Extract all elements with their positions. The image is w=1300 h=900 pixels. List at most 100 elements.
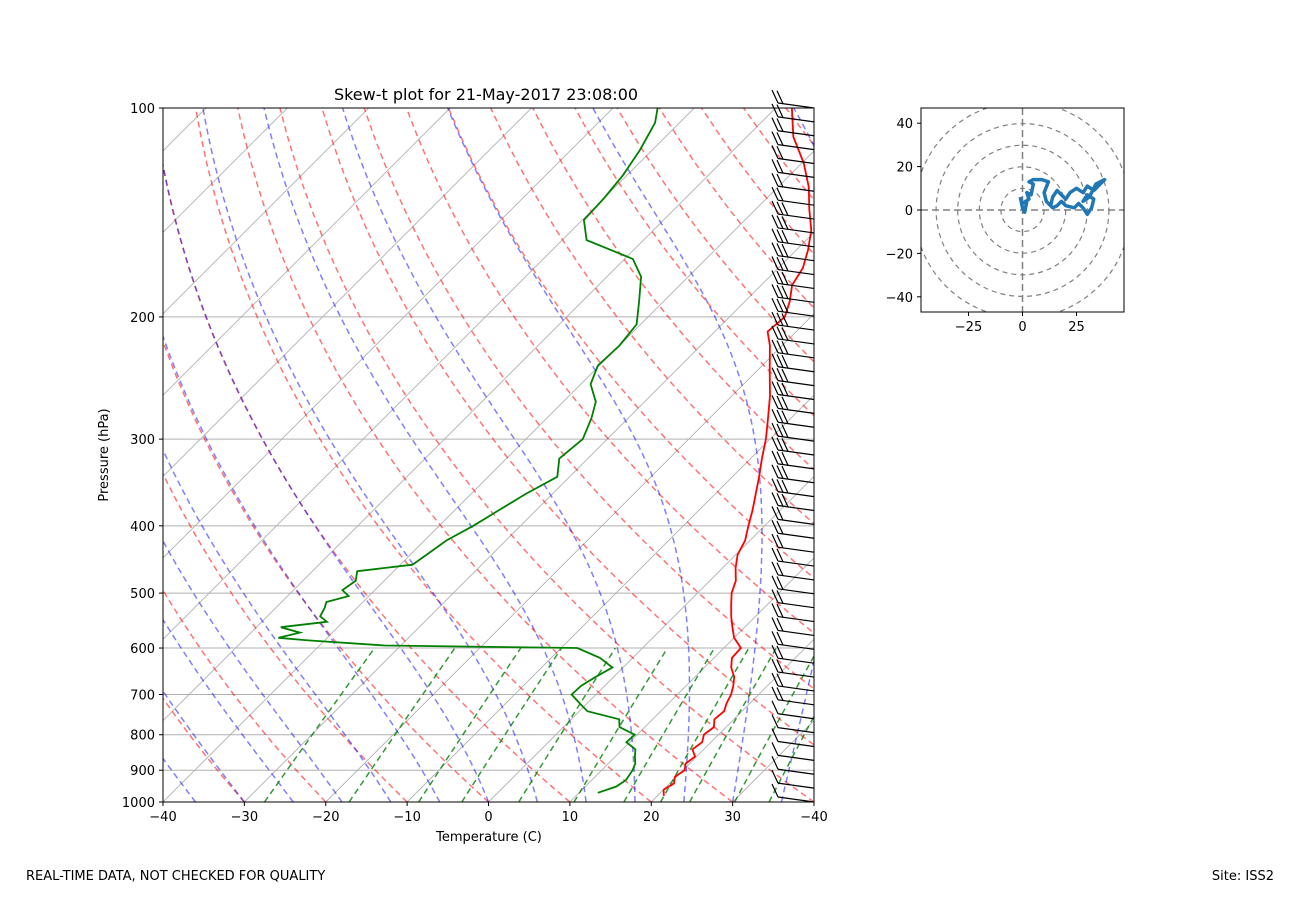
wind-barb-flag <box>781 299 789 313</box>
wind-barb-flag <box>771 533 779 548</box>
wind-barb-flag <box>776 215 784 229</box>
dry-adiabat <box>447 108 814 580</box>
wind-barb-flag <box>771 589 779 603</box>
wind-barb <box>771 367 815 387</box>
isotherm-line <box>569 557 814 802</box>
wind-barb-flag <box>771 173 779 187</box>
wind-barb-flag <box>771 284 779 298</box>
moist-adiabat <box>341 108 636 802</box>
wind-barb-flag <box>771 242 779 256</box>
wind-barb-staff <box>777 727 815 734</box>
wind-barb-flag <box>776 368 784 382</box>
wind-barb-staff <box>777 380 815 387</box>
wind-barb-flag <box>776 631 784 646</box>
wind-barb <box>771 228 815 248</box>
wind-barb-flag <box>771 117 779 132</box>
isotherm-line <box>813 801 814 802</box>
wind-barb-staff <box>777 227 815 234</box>
wind-barb <box>771 672 815 692</box>
wind-barb-flag <box>776 562 784 576</box>
wind-barb-flag <box>776 645 784 660</box>
wind-barb-staff <box>777 393 815 401</box>
dry-adiabat <box>785 108 814 147</box>
wind-barb-staff <box>777 629 815 637</box>
wind-barb-flag <box>776 576 784 590</box>
wind-barb-flag <box>771 297 779 312</box>
x-tick-label: −30 <box>231 810 258 825</box>
isotherm-line <box>406 394 814 802</box>
wind-barb-flag <box>771 769 779 784</box>
wind-barb-flag <box>781 465 789 480</box>
wind-barb <box>771 533 815 553</box>
hodograph-trace <box>1018 177 1107 217</box>
wind-barb-flag <box>776 673 784 687</box>
quality-disclaimer: REAL-TIME DATA, NOT CHECKED FOR QUALITY <box>26 869 326 884</box>
wind-barb-flag <box>776 409 784 424</box>
site-label: Site: ISS2 <box>1211 869 1274 884</box>
wind-barb-flag <box>771 603 779 617</box>
wind-barb-flag <box>776 201 784 215</box>
wind-barb <box>771 284 815 303</box>
wind-barb-flag <box>771 367 779 381</box>
wind-barb-staff <box>777 338 815 345</box>
wind-barb-flag <box>771 159 779 173</box>
wind-barb-flag <box>771 214 779 229</box>
wind-barb-flag <box>776 354 784 368</box>
wind-barb <box>771 89 815 109</box>
wind-barb-staff <box>777 407 815 414</box>
wind-barb <box>771 589 815 609</box>
wind-barb-flag <box>771 270 779 284</box>
wind-barb-flag <box>776 479 784 493</box>
isotherm-line <box>163 108 370 315</box>
dry-adiabat <box>194 108 652 802</box>
wind-barb-flag <box>771 547 779 562</box>
dry-adiabat <box>574 108 814 417</box>
wind-barb-flag <box>771 103 779 118</box>
wind-barb <box>771 186 815 206</box>
wind-barb-flag <box>781 313 789 327</box>
wind-barb-staff <box>777 199 815 206</box>
wind-barb-flag <box>771 617 779 631</box>
hodograph-x-tick-label: 0 <box>1018 320 1026 335</box>
hodograph-y-tick-label: 0 <box>905 204 913 219</box>
wind-barb-flag <box>776 423 784 438</box>
wind-barb-staff <box>777 435 815 442</box>
wind-barb-flag <box>781 354 789 369</box>
wind-barb-flag <box>776 340 784 354</box>
mixing-ratio-line <box>461 647 563 802</box>
moist-adiabat <box>163 448 392 802</box>
wind-barb-staff <box>777 560 815 567</box>
wind-barb-flag <box>776 465 784 479</box>
wind-barb-flag <box>771 644 779 659</box>
temperature-profile <box>662 108 813 796</box>
wind-barb <box>771 617 815 637</box>
wind-barb-flag <box>776 173 784 188</box>
wind-barb <box>771 783 815 803</box>
wind-barb-staff <box>777 546 815 553</box>
wind-barb-flag <box>781 410 789 424</box>
wind-barb <box>771 159 815 178</box>
moist-adiabat <box>163 160 490 802</box>
isotherm-line <box>732 719 814 802</box>
y-tick-label: 800 <box>130 729 155 744</box>
wind-barb-flag <box>776 604 784 618</box>
dry-adiabat <box>163 588 327 802</box>
isotherm-line <box>650 638 814 802</box>
dry-adiabat <box>236 108 734 802</box>
wind-barb-flag <box>776 437 784 451</box>
wind-barb <box>771 422 815 442</box>
wind-barb-flag <box>771 145 779 159</box>
wind-barb-staff <box>777 449 815 456</box>
wind-barb-staff <box>777 116 815 123</box>
wind-barb-staff <box>777 796 815 803</box>
wind-barb-flag <box>771 631 779 645</box>
skew-t-plot-area <box>163 108 1300 802</box>
moist-adiabat <box>263 108 587 802</box>
hodograph-y-tick-label: −20 <box>886 247 913 262</box>
moist-adiabat <box>202 108 539 802</box>
dry-adiabat <box>912 108 1300 802</box>
wind-barb-staff <box>777 574 815 581</box>
wind-barb-flag <box>776 270 784 285</box>
hodograph-y-tick-label: 20 <box>896 161 913 176</box>
